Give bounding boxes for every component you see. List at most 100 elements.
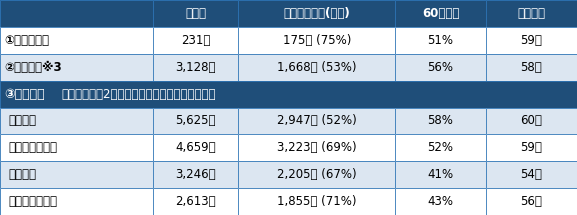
Bar: [0, 134, 153, 161]
Bar: [395, 161, 486, 188]
Bar: [395, 134, 486, 161]
Text: （住宅取得が2回目以上となる世帯の購入資金）: （住宅取得が2回目以上となる世帯の購入資金）: [61, 88, 216, 101]
Text: 51%: 51%: [428, 34, 454, 47]
Text: 3,223万 (69%): 3,223万 (69%): [277, 141, 357, 154]
Text: 59歳: 59歳: [520, 34, 542, 47]
Bar: [395, 108, 486, 134]
Bar: [395, 0, 486, 27]
Text: 54歳: 54歳: [520, 168, 542, 181]
Bar: [395, 188, 486, 215]
Text: 2,205万 (67%): 2,205万 (67%): [277, 168, 357, 181]
Bar: [153, 54, 238, 81]
Bar: [395, 108, 486, 134]
Bar: [238, 188, 395, 215]
Bar: [153, 0, 238, 27]
Bar: [153, 188, 238, 215]
Bar: [153, 134, 238, 161]
Bar: [238, 27, 395, 54]
Bar: [153, 161, 238, 188]
Text: 1,668万 (53%): 1,668万 (53%): [277, 61, 357, 74]
Text: 2,947万 (52%): 2,947万 (52%): [277, 114, 357, 127]
Text: 56%: 56%: [428, 61, 454, 74]
Bar: [238, 0, 395, 27]
Text: 58歳: 58歳: [520, 61, 542, 74]
Text: 4,659万: 4,659万: [175, 141, 216, 154]
Bar: [0, 54, 153, 81]
Bar: [486, 188, 577, 215]
Text: 3,246万: 3,246万: [175, 168, 216, 181]
Text: 中古戸建: 中古戸建: [9, 168, 37, 181]
Text: 平均年齢: 平均年齢: [518, 7, 545, 20]
Bar: [153, 108, 238, 134]
Text: 41%: 41%: [428, 168, 454, 181]
Text: 52%: 52%: [428, 141, 454, 154]
Bar: [238, 134, 395, 161]
Bar: [238, 54, 395, 81]
Text: 1,855万 (71%): 1,855万 (71%): [277, 195, 357, 208]
Text: 2,613万: 2,613万: [175, 195, 216, 208]
Text: 3,128万: 3,128万: [175, 61, 216, 74]
Bar: [486, 54, 577, 81]
Bar: [153, 108, 238, 134]
Text: 60歳: 60歳: [520, 114, 542, 127]
Bar: [486, 108, 577, 134]
Bar: [486, 54, 577, 81]
Bar: [0, 188, 153, 215]
Bar: [238, 134, 395, 161]
Bar: [486, 0, 577, 27]
Text: 中古マンション: 中古マンション: [9, 195, 58, 208]
Bar: [0, 108, 153, 134]
Bar: [0, 27, 153, 54]
Text: ②建て替え※3: ②建て替え※3: [5, 61, 62, 74]
Text: 58%: 58%: [428, 114, 454, 127]
Bar: [395, 161, 486, 188]
Bar: [238, 108, 395, 134]
Bar: [395, 27, 486, 54]
Bar: [0, 134, 153, 161]
Bar: [153, 54, 238, 81]
Text: ③住み替え: ③住み替え: [5, 88, 45, 101]
Bar: [153, 27, 238, 54]
Bar: [238, 0, 395, 27]
Bar: [0, 0, 153, 27]
Bar: [153, 134, 238, 161]
Text: 43%: 43%: [428, 195, 454, 208]
Bar: [238, 27, 395, 54]
Bar: [0, 108, 153, 134]
Bar: [486, 108, 577, 134]
Text: 注文住宅: 注文住宅: [9, 114, 37, 127]
Bar: [0, 188, 153, 215]
Bar: [0, 27, 153, 54]
Text: 59歳: 59歳: [520, 141, 542, 154]
Text: 231万: 231万: [181, 34, 210, 47]
Text: 平均額: 平均額: [185, 7, 206, 20]
Bar: [0, 161, 153, 188]
Bar: [0, 54, 153, 81]
Text: 分譲マンション: 分譲マンション: [9, 141, 58, 154]
Bar: [486, 0, 577, 27]
Text: 5,625万: 5,625万: [175, 114, 216, 127]
Bar: [395, 54, 486, 81]
Bar: [238, 108, 395, 134]
Bar: [395, 134, 486, 161]
Bar: [486, 27, 577, 54]
Bar: [395, 0, 486, 27]
Text: ①リフォーム: ①リフォーム: [5, 34, 50, 47]
Text: 56歳: 56歳: [520, 195, 542, 208]
Bar: [238, 188, 395, 215]
Text: 60歳以上: 60歳以上: [422, 7, 459, 20]
Bar: [153, 27, 238, 54]
Bar: [486, 161, 577, 188]
Bar: [238, 161, 395, 188]
Bar: [486, 27, 577, 54]
Bar: [0, 81, 577, 108]
Bar: [153, 0, 238, 27]
Bar: [395, 54, 486, 81]
Bar: [486, 161, 577, 188]
Bar: [0, 81, 577, 108]
Bar: [395, 27, 486, 54]
Text: 175万 (75%): 175万 (75%): [283, 34, 351, 47]
Bar: [153, 188, 238, 215]
Bar: [395, 188, 486, 215]
Bar: [486, 134, 577, 161]
